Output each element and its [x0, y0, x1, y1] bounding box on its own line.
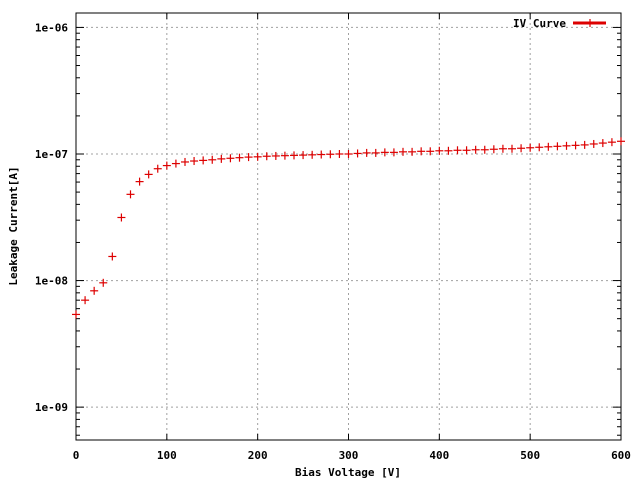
data-point [153, 164, 162, 173]
legend: IV Curve [513, 17, 606, 30]
data-point [544, 142, 553, 151]
data-point [290, 151, 298, 160]
data-point [517, 144, 526, 153]
grid-lines [76, 13, 621, 440]
data-point [117, 213, 126, 222]
data-point [444, 146, 453, 155]
data-point [489, 145, 498, 154]
data-point [144, 170, 153, 179]
x-tick-labels: 0 100 200 300 400 500 600 [73, 449, 631, 462]
data-point [426, 147, 435, 156]
data-point [571, 141, 580, 150]
data-point [389, 148, 398, 157]
data-point [90, 286, 99, 295]
data-point [480, 145, 489, 154]
data-point [408, 147, 417, 156]
data-point [399, 147, 407, 156]
x-tick-label: 200 [248, 449, 268, 462]
data-point [299, 151, 308, 160]
y-tick-labels: 1e-09 1e-08 1e-07 1e-06 [35, 21, 68, 414]
data-point [589, 139, 598, 148]
data-point [326, 150, 335, 159]
x-tick-label: 600 [611, 449, 631, 462]
data-point [135, 177, 144, 186]
data-point [72, 310, 80, 319]
data-point [371, 148, 380, 157]
data-point [317, 150, 326, 159]
data-point [562, 141, 571, 150]
data-point [598, 139, 607, 148]
data-point [262, 152, 271, 161]
data-point [280, 151, 289, 160]
iv-curve-points [72, 137, 625, 319]
data-point [417, 147, 426, 156]
data-point [498, 144, 507, 153]
axis-ticks [75, 13, 622, 440]
data-point [362, 148, 371, 157]
data-point [253, 152, 262, 161]
data-point [217, 154, 226, 163]
data-point [271, 151, 280, 160]
plot-frame [75, 12, 622, 441]
data-point [81, 296, 90, 305]
x-tick-label: 500 [520, 449, 540, 462]
data-point [181, 157, 189, 166]
data-point [617, 137, 625, 146]
data-point [162, 161, 171, 170]
legend-marker [586, 19, 594, 27]
data-point [344, 149, 353, 158]
y-tick-label: 1e-08 [35, 275, 68, 288]
data-point [462, 146, 471, 155]
data-point [508, 144, 516, 153]
data-point [535, 143, 544, 152]
data-point [108, 252, 117, 261]
data-point [199, 156, 208, 165]
data-point [99, 278, 108, 287]
x-tick-label: 400 [429, 449, 449, 462]
data-point [380, 148, 389, 157]
data-point [226, 154, 235, 163]
data-point [335, 149, 344, 158]
data-point [190, 157, 199, 166]
data-point [435, 146, 444, 155]
x-tick-label: 100 [157, 449, 177, 462]
y-tick-label: 1e-07 [35, 148, 68, 161]
data-point [607, 138, 616, 147]
data-point [235, 153, 244, 162]
y-tick-label: 1e-06 [35, 21, 68, 34]
x-tick-label: 0 [73, 449, 80, 462]
data-point [553, 142, 562, 151]
data-point [126, 190, 135, 199]
data-point [471, 145, 480, 154]
data-point [580, 140, 589, 149]
y-axis-label: Leakage Current[A] [7, 166, 20, 285]
legend-label: IV Curve [513, 17, 566, 30]
x-axis-label: Bias Voltage [V] [295, 466, 401, 479]
data-point [171, 159, 180, 168]
y-tick-label: 1e-09 [35, 401, 68, 414]
data-point [353, 149, 362, 158]
data-point [208, 155, 217, 164]
data-point [308, 150, 317, 159]
data-point [244, 153, 253, 162]
data-point [526, 143, 535, 152]
x-tick-label: 300 [339, 449, 359, 462]
data-point [453, 146, 462, 155]
